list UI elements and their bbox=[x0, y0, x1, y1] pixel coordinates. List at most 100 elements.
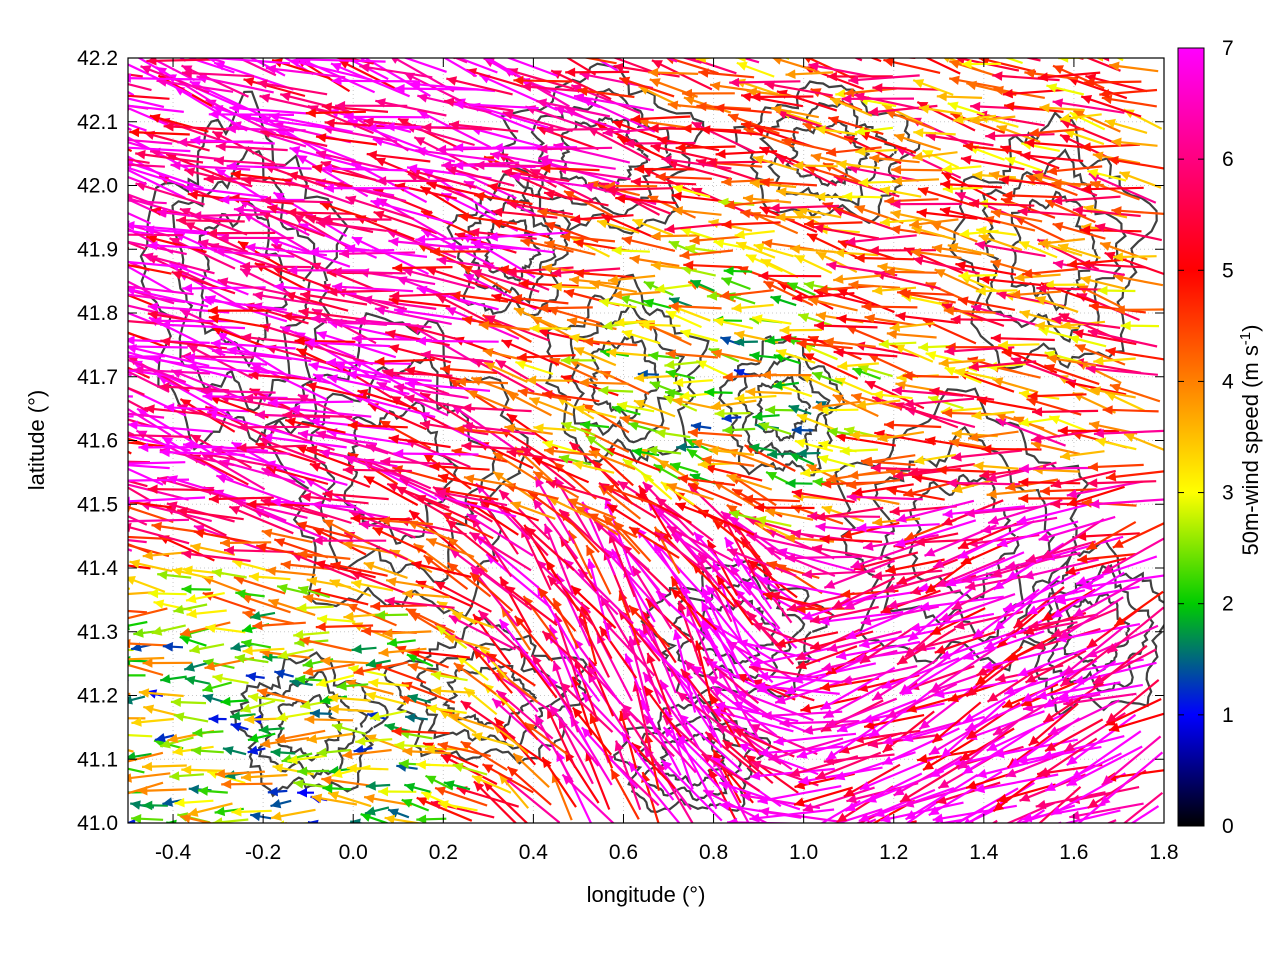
wind-arrow bbox=[750, 92, 814, 102]
wind-arrow bbox=[515, 360, 554, 376]
wind-arrow bbox=[585, 544, 612, 595]
wind-arrow bbox=[404, 366, 469, 382]
wind-arrow bbox=[577, 86, 635, 99]
wind-arrow bbox=[1018, 389, 1060, 400]
wind-arrow bbox=[1028, 127, 1085, 138]
wind-arrow bbox=[453, 99, 539, 110]
wind-arrow bbox=[834, 751, 916, 781]
wind-arrow bbox=[675, 732, 739, 794]
wind-arrow bbox=[220, 696, 249, 707]
x-tick-label: 0.6 bbox=[609, 841, 638, 864]
wind-arrow bbox=[628, 604, 671, 648]
wind-arrow bbox=[859, 623, 920, 665]
wind-arrow bbox=[855, 399, 901, 410]
wind-arrow bbox=[128, 734, 153, 738]
wind-arrow bbox=[802, 122, 854, 143]
wind-arrow bbox=[388, 434, 451, 449]
wind-arrow bbox=[610, 768, 640, 820]
wind-arrow bbox=[886, 329, 937, 339]
colorbar-title: 50m-wind speed (m s-1) bbox=[1237, 325, 1263, 556]
wind-arrow bbox=[740, 208, 795, 222]
wind-arrow bbox=[1051, 315, 1121, 329]
wind-arrow bbox=[864, 313, 917, 327]
wind-arrow bbox=[793, 160, 838, 171]
wind-arrow bbox=[834, 248, 879, 258]
wind-arrow bbox=[775, 212, 822, 222]
wind-arrow bbox=[273, 538, 329, 559]
wind-arrow bbox=[128, 264, 172, 275]
wind-arrow bbox=[672, 206, 722, 216]
wind-arrow bbox=[655, 172, 712, 182]
x-axis-title: longitude (°) bbox=[587, 882, 706, 907]
wind-arrow bbox=[306, 732, 354, 744]
wind-arrow bbox=[160, 337, 228, 350]
wind-arrow bbox=[691, 121, 756, 154]
wind-arrow bbox=[189, 643, 225, 654]
wind-arrow bbox=[342, 748, 392, 760]
wind-arrow bbox=[293, 629, 330, 640]
wind-arrow bbox=[629, 254, 680, 268]
wind-arrow bbox=[826, 261, 898, 277]
wind-arrow bbox=[825, 712, 896, 761]
wind-arrow bbox=[957, 520, 1035, 560]
wind-arrow bbox=[714, 701, 799, 723]
wind-arrow bbox=[279, 820, 314, 823]
wind-arrow bbox=[618, 76, 675, 98]
x-axis-ticks: -0.4 -0.2 0.0 0.2 0.4 0.6 0.8 1.0 1.2 1.4 1.6 1.8 bbox=[155, 58, 1179, 864]
wind-arrow bbox=[289, 678, 313, 688]
wind-arrow bbox=[279, 92, 350, 113]
wind-arrow bbox=[944, 346, 1015, 356]
wind-arrow bbox=[131, 717, 174, 727]
wind-arrow bbox=[891, 386, 964, 397]
wind-arrow bbox=[128, 97, 165, 109]
wind-arrow bbox=[781, 137, 836, 153]
wind-arrow bbox=[936, 465, 996, 475]
wind-arrow bbox=[212, 673, 249, 685]
wind-arrow bbox=[128, 233, 184, 237]
wind-arrow bbox=[307, 819, 319, 823]
wind-arrow bbox=[245, 672, 265, 682]
wind-arrow bbox=[672, 629, 697, 713]
wind-arrow bbox=[833, 274, 882, 284]
wind-arrow bbox=[664, 37, 714, 53]
wind-arrow bbox=[375, 610, 409, 620]
wind-arrow bbox=[749, 808, 835, 823]
wind-arrow bbox=[179, 635, 207, 647]
wind-arrow bbox=[713, 317, 754, 330]
wind-arrow bbox=[501, 774, 561, 823]
wind-arrow bbox=[410, 79, 496, 93]
wind-arrow bbox=[345, 195, 415, 220]
wind-arrow bbox=[331, 723, 367, 735]
wind-arrow bbox=[1025, 540, 1096, 564]
wind-arrow bbox=[531, 456, 590, 484]
wind-arrow bbox=[128, 241, 147, 251]
wind-arrow bbox=[791, 425, 813, 435]
wind-arrow bbox=[287, 171, 353, 188]
wind-arrow bbox=[256, 79, 328, 96]
wind-arrow bbox=[987, 498, 1063, 525]
wind-arrow bbox=[796, 448, 821, 459]
wind-arrow bbox=[701, 455, 755, 467]
wind-arrow bbox=[363, 793, 412, 807]
wind-arrow bbox=[939, 629, 1020, 660]
wind-arrow bbox=[128, 83, 152, 92]
wind-arrow bbox=[560, 232, 616, 243]
contour-line bbox=[657, 732, 727, 788]
wind-arrow bbox=[689, 235, 742, 245]
wind-arrow bbox=[471, 732, 515, 748]
wind-arrow bbox=[996, 783, 1056, 803]
wind-arrow bbox=[1052, 98, 1125, 114]
wind-arrow bbox=[420, 350, 494, 364]
wind-arrow bbox=[827, 115, 884, 136]
wind-arrow bbox=[369, 709, 407, 722]
wind-arrow bbox=[169, 771, 204, 781]
wind-arrow bbox=[518, 279, 579, 289]
wind-arrow bbox=[284, 417, 346, 434]
wind-arrow bbox=[595, 36, 654, 53]
wind-arrow bbox=[510, 501, 556, 520]
wind-arrow bbox=[998, 340, 1040, 350]
wind-arrow bbox=[677, 600, 702, 667]
wind-arrow bbox=[491, 697, 552, 752]
wind-arrow bbox=[797, 313, 832, 327]
wind-arrow bbox=[665, 369, 695, 380]
